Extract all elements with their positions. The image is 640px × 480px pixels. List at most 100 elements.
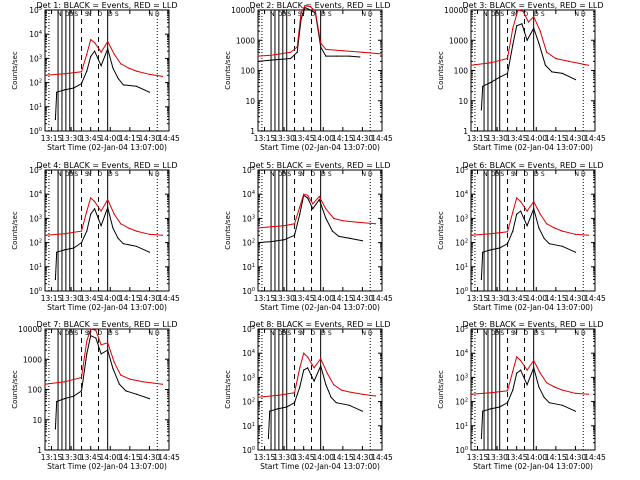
y-tick-label: 104 (242, 349, 255, 358)
data-point (574, 79, 577, 81)
data-point (309, 6, 311, 8)
data-point (304, 5, 306, 7)
event-marker-letter: S (287, 330, 291, 337)
x-tick-label: 14:15 (545, 134, 567, 143)
x-tick-label: 13:15 (41, 294, 63, 303)
data-point (546, 382, 548, 384)
series-line-lld (44, 196, 163, 236)
event-marker-letter: D (311, 171, 316, 178)
x-tick-label: 14:45 (158, 134, 180, 143)
data-point (94, 42, 96, 44)
x-tick-label: 14:15 (332, 453, 354, 462)
y-tick-label: 101 (29, 103, 42, 112)
panel-title: Det 3: BLACK = Events, RED = LLD (463, 1, 604, 10)
event-marker-letter: S (74, 11, 78, 18)
y-axis-label: Counts/sec (224, 370, 232, 409)
data-point (309, 9, 311, 11)
data-point (574, 392, 577, 394)
event-marker-letter: N (574, 11, 579, 18)
y-tick-label: 100 (454, 67, 469, 76)
data-point (342, 220, 344, 222)
event-marker-letter: D (368, 171, 373, 178)
data-point (512, 211, 514, 213)
event-marker-letter: N (483, 11, 488, 18)
data-point (283, 225, 285, 227)
x-tick-label: 13:15 (254, 134, 276, 143)
event-marker-letter: D (534, 11, 539, 18)
event-marker-letter: D (65, 11, 70, 18)
data-point (293, 234, 296, 236)
series-line-events (257, 194, 363, 244)
panel-title: Det 9: BLACK = Events, RED = LLD (463, 320, 604, 329)
x-tick-label: 14:45 (371, 453, 393, 462)
data-point (526, 39, 528, 41)
data-point (90, 335, 92, 337)
y-tick-label: 1000 (236, 36, 255, 45)
event-marker-letter: S (511, 330, 515, 337)
data-point (44, 74, 46, 76)
plot-frame (44, 169, 170, 292)
data-point (73, 395, 75, 397)
y-tick-label: 1 (37, 446, 42, 455)
data-point (257, 242, 259, 244)
x-axis-label: Start Time (02-Jan-04 13:07:00) (473, 303, 593, 312)
data-point (100, 51, 102, 53)
data-point (361, 410, 363, 412)
event-marker-letter: D (98, 171, 103, 178)
x-tick-label: 14:15 (332, 294, 354, 303)
data-point (355, 221, 357, 223)
data-point (307, 367, 309, 369)
event-marker-letter: D (69, 11, 74, 18)
y-tick-label: 104 (455, 349, 468, 358)
data-point (539, 213, 541, 215)
x-tick-label: 14:45 (371, 294, 393, 303)
data-point (148, 91, 150, 93)
x-axis-label: Start Time (02-Jan-04 13:07:00) (260, 143, 380, 152)
data-point (538, 227, 540, 229)
data-point (100, 225, 102, 227)
data-point (326, 372, 328, 374)
x-tick-label: 13:45 (80, 134, 102, 143)
data-point (64, 89, 66, 91)
data-point (118, 383, 120, 385)
event-marker-letter: D (581, 11, 586, 18)
data-point (94, 50, 96, 52)
event-marker-letter: D (278, 11, 283, 18)
data-point (325, 208, 327, 210)
data-point (561, 245, 564, 247)
data-point (543, 237, 545, 239)
x-tick-label: 14:15 (545, 294, 567, 303)
x-tick-label: 14:45 (371, 134, 393, 143)
data-point (335, 402, 337, 404)
chart-panel-9: N D D S SN D D S N D13:1513:3013:4514:0014:1514:3… (437, 320, 606, 471)
event-marker-letter: D (495, 11, 500, 18)
event-marker-letter: N (87, 171, 92, 178)
data-point (148, 73, 150, 75)
data-point (122, 243, 124, 245)
data-point (516, 356, 518, 358)
data-point (286, 406, 288, 408)
event-marker-letter: D (65, 171, 70, 178)
data-point (325, 217, 327, 219)
data-point (107, 48, 109, 50)
event-marker-letter: S (541, 171, 545, 178)
y-axis-label: Counts/sec (437, 370, 445, 409)
data-point (56, 400, 58, 403)
y-tick-label: 103 (242, 214, 255, 223)
data-point (516, 213, 518, 215)
data-point (127, 67, 130, 69)
event-marker-letter: S (328, 330, 332, 337)
plot-frame (44, 9, 170, 132)
panel-title: Det 7: BLACK = Events, RED = LLD (37, 320, 178, 329)
x-tick-label: 14:00 (99, 134, 121, 143)
data-point (546, 223, 548, 225)
data-point (257, 60, 259, 63)
data-point (113, 361, 115, 363)
y-tick-label: 10000 (231, 6, 255, 15)
data-point (539, 372, 541, 374)
x-tick-label: 13:30 (60, 453, 82, 462)
data-point (299, 367, 301, 369)
y-tick-label: 104 (242, 190, 255, 199)
data-point (561, 389, 564, 391)
y-tick-label: 105 (29, 166, 42, 175)
